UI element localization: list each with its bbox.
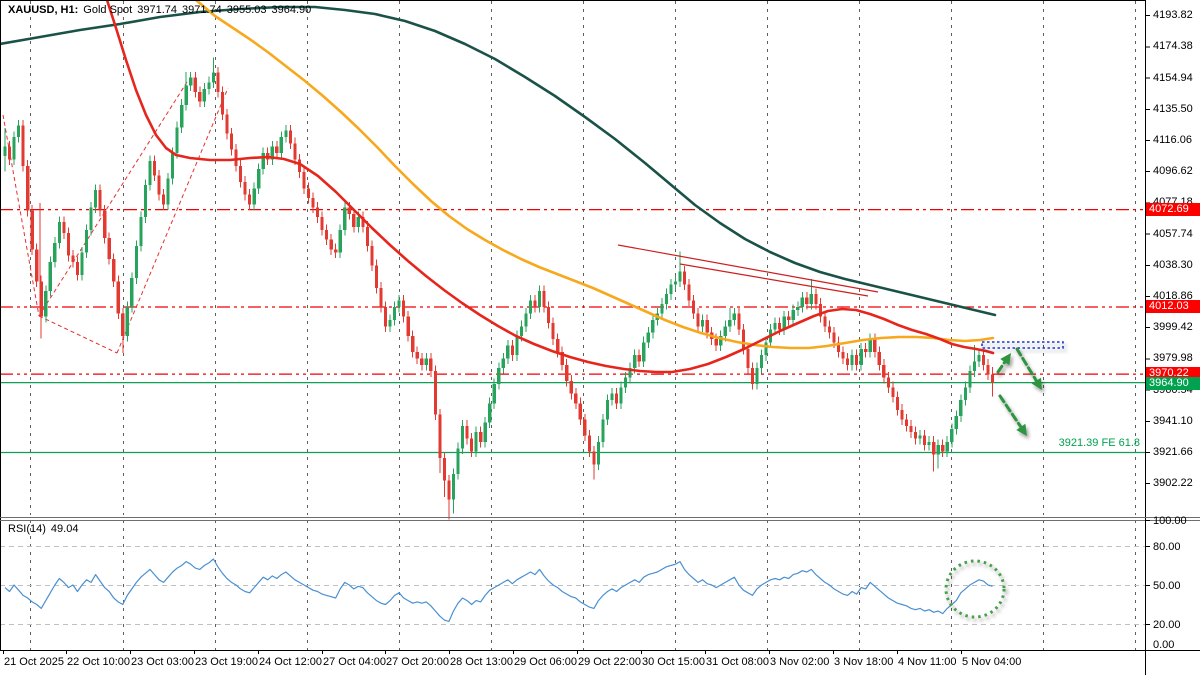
time-axis-label: 27 Oct 04:00 bbox=[323, 656, 386, 668]
dashed-zigzag-drawing[interactable] bbox=[2, 81, 229, 354]
time-axis-label: 24 Oct 12:00 bbox=[259, 656, 322, 668]
bid-price-tag: 3964.90 bbox=[1146, 376, 1200, 390]
ohlc-high: 3971.74 bbox=[181, 4, 222, 16]
rsi-highlight-ellipse[interactable] bbox=[944, 559, 1006, 619]
ohlc-low: 3955.03 bbox=[226, 4, 267, 16]
fibonacci-expansion-label[interactable]: 3921.39 FE 61.8 bbox=[1058, 437, 1140, 450]
price-axis-label: 4116.06 bbox=[1153, 134, 1192, 147]
price-axis-label: 4038.30 bbox=[1153, 258, 1193, 271]
time-axis-label: 21 Oct 2025 bbox=[4, 656, 64, 668]
time-axis-label: 23 Oct 19:00 bbox=[195, 656, 258, 668]
time-axis-label: 30 Oct 15:00 bbox=[642, 656, 705, 668]
descending-trendlines[interactable] bbox=[617, 244, 879, 297]
ohlc-close: 3964.90 bbox=[271, 4, 312, 16]
price-axis-label: 4096.62 bbox=[1153, 165, 1193, 178]
price-axis-label: 3921.66 bbox=[1153, 446, 1193, 459]
ma-slow bbox=[0, 5, 997, 317]
rsi-axis-label: 50.00 bbox=[1153, 580, 1181, 592]
price-axis-label: 4193.82 bbox=[1153, 9, 1193, 22]
time-axis-label: 22 Oct 10:00 bbox=[67, 656, 130, 668]
price-axis-label: 4154.94 bbox=[1153, 71, 1193, 84]
price-axis-label: 4135.50 bbox=[1153, 102, 1193, 115]
time-axis-label: 4 Nov 11:00 bbox=[898, 656, 957, 668]
price-axis-label: 3979.98 bbox=[1153, 352, 1193, 365]
rsi-line bbox=[4, 558, 993, 623]
day-separator-gridlines bbox=[30, 1, 1136, 650]
axis-tick-marks bbox=[3, 15, 1150, 654]
horizontal-price-levels[interactable] bbox=[0, 209, 1145, 375]
price-axis-label: 3941.10 bbox=[1153, 414, 1193, 427]
time-axis-label: 3 Nov 02:00 bbox=[770, 656, 830, 668]
time-axis-label: 28 Oct 13:00 bbox=[450, 656, 513, 668]
rsi-value: 49.04 bbox=[50, 523, 79, 535]
rsi-axis-label: 0.00 bbox=[1153, 639, 1175, 651]
price-axis-label: 4018.86 bbox=[1153, 290, 1193, 303]
time-axis-label: 29 Oct 22:00 bbox=[578, 656, 641, 668]
rsi-axis-label: 80.00 bbox=[1153, 541, 1181, 553]
pane-divider[interactable] bbox=[0, 517, 1200, 521]
price-axis-label: 4174.38 bbox=[1153, 40, 1193, 53]
ma-mid bbox=[194, 0, 995, 350]
blue-dotted-box[interactable] bbox=[981, 341, 1064, 349]
time-axis-label: 3 Nov 18:00 bbox=[834, 656, 894, 668]
price-axis-label: 3999.42 bbox=[1153, 321, 1193, 334]
price-axis-label: 3902.22 bbox=[1153, 477, 1193, 490]
rsi-indicator-label: RSI(14) 49.04 bbox=[8, 523, 83, 535]
time-axis-label: 31 Oct 08:00 bbox=[706, 656, 769, 668]
price-axis-label: 4057.74 bbox=[1153, 227, 1193, 240]
time-axis-label: 27 Oct 20:00 bbox=[386, 656, 449, 668]
symbol-description: Gold Spot bbox=[83, 4, 133, 16]
ohlc-open: 3971.74 bbox=[137, 4, 177, 16]
chart-title: XAUUSD, H1: Gold Spot 3971.74 3971.74 3955.0… bbox=[8, 4, 316, 16]
ma-fast bbox=[105, 0, 995, 374]
green-trend-arrows[interactable] bbox=[996, 347, 1042, 436]
time-axis-label: 29 Oct 06:00 bbox=[514, 656, 577, 668]
price-level-tag: 4012.03 bbox=[1146, 299, 1200, 313]
price-level-tag: 4072.69 bbox=[1146, 202, 1200, 216]
rsi-level-lines bbox=[0, 546, 1145, 625]
time-axis-label: 5 Nov 04:00 bbox=[962, 656, 1022, 668]
symbol-period-label: XAUUSD, H1: bbox=[8, 4, 79, 16]
time-axis-label: 23 Oct 03:00 bbox=[131, 656, 194, 668]
rsi-axis-label: 100.00 bbox=[1153, 515, 1187, 527]
rsi-name: RSI(14) bbox=[8, 523, 46, 535]
candlesticks bbox=[3, 57, 995, 520]
rsi-axis-label: 20.00 bbox=[1153, 619, 1181, 631]
